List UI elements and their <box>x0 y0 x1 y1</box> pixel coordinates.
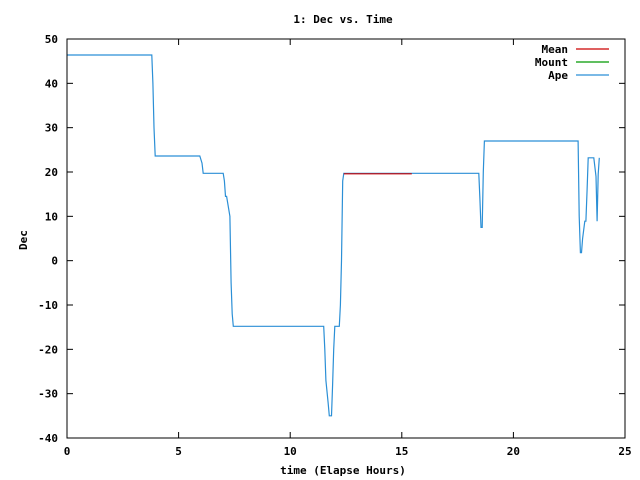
series-line-ape <box>67 54 600 417</box>
chart-title: 1: Dec vs. Time <box>293 13 393 26</box>
y-tick-label: 30 <box>45 122 58 135</box>
x-tick-label: 10 <box>284 445 297 458</box>
x-tick-label: 5 <box>175 445 182 458</box>
y-tick-label: -40 <box>38 432 58 445</box>
axis-ticks: 0 5 10 15 20 25 -40 -30 -20 -10 0 10 20 30 40 50 <box>38 33 632 458</box>
plot-frame <box>66 38 626 439</box>
y-tick-label: 0 <box>51 255 58 268</box>
y-tick-label: -30 <box>38 388 58 401</box>
legend-label-mount: Mount <box>535 56 568 69</box>
x-tick-label: 20 <box>507 445 520 458</box>
x-tick-label: 0 <box>64 445 71 458</box>
x-axis-label: time (Elapse Hours) <box>280 464 406 477</box>
y-tick-label: -10 <box>38 299 58 312</box>
legend-label-mean: Mean <box>542 43 569 56</box>
y-tick-label: 10 <box>45 210 58 223</box>
y-tick-label: 50 <box>45 33 58 46</box>
legend-label-ape: Ape <box>548 69 568 82</box>
series-layer <box>67 54 600 417</box>
y-tick-label: 20 <box>45 166 58 179</box>
y-tick-label: 40 <box>45 77 58 90</box>
y-axis-label: Dec <box>17 230 30 250</box>
x-tick-label: 25 <box>618 445 631 458</box>
x-tick-label: 15 <box>395 445 408 458</box>
y-tick-label: -20 <box>38 343 58 356</box>
